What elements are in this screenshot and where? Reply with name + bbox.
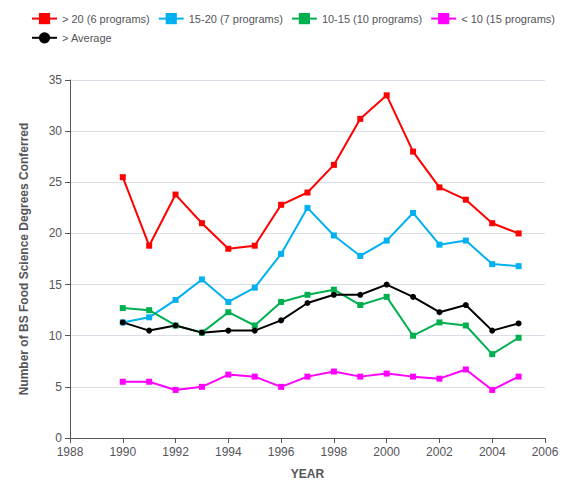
svg-text:15-20 (7 programs): 15-20 (7 programs) <box>189 13 283 25</box>
svg-text:1994: 1994 <box>215 445 242 459</box>
svg-text:< 10 (15 programs): < 10 (15 programs) <box>461 13 555 25</box>
svg-text:1992: 1992 <box>162 445 189 459</box>
svg-text:35: 35 <box>49 73 63 87</box>
svg-text:2002: 2002 <box>426 445 453 459</box>
svg-text:25: 25 <box>49 175 63 189</box>
svg-text:10-15 (10 programs): 10-15 (10 programs) <box>322 13 422 25</box>
svg-text:> 20 (6 programs): > 20 (6 programs) <box>62 13 150 25</box>
svg-text:1998: 1998 <box>321 445 348 459</box>
svg-text:0: 0 <box>55 431 62 445</box>
svg-text:1990: 1990 <box>109 445 136 459</box>
svg-text:2000: 2000 <box>373 445 400 459</box>
svg-text:> Average: > Average <box>62 32 112 44</box>
svg-text:15: 15 <box>49 278 63 292</box>
svg-text:Number of BS Food Science Degr: Number of BS Food Science Degrees Confer… <box>17 123 31 396</box>
svg-text:20: 20 <box>49 226 63 240</box>
svg-text:5: 5 <box>55 380 62 394</box>
svg-text:YEAR: YEAR <box>291 467 325 481</box>
svg-text:2006: 2006 <box>532 445 559 459</box>
svg-text:1988: 1988 <box>57 445 84 459</box>
svg-text:1996: 1996 <box>268 445 295 459</box>
svg-text:10: 10 <box>49 329 63 343</box>
svg-text:30: 30 <box>49 124 63 138</box>
svg-text:2004: 2004 <box>479 445 506 459</box>
